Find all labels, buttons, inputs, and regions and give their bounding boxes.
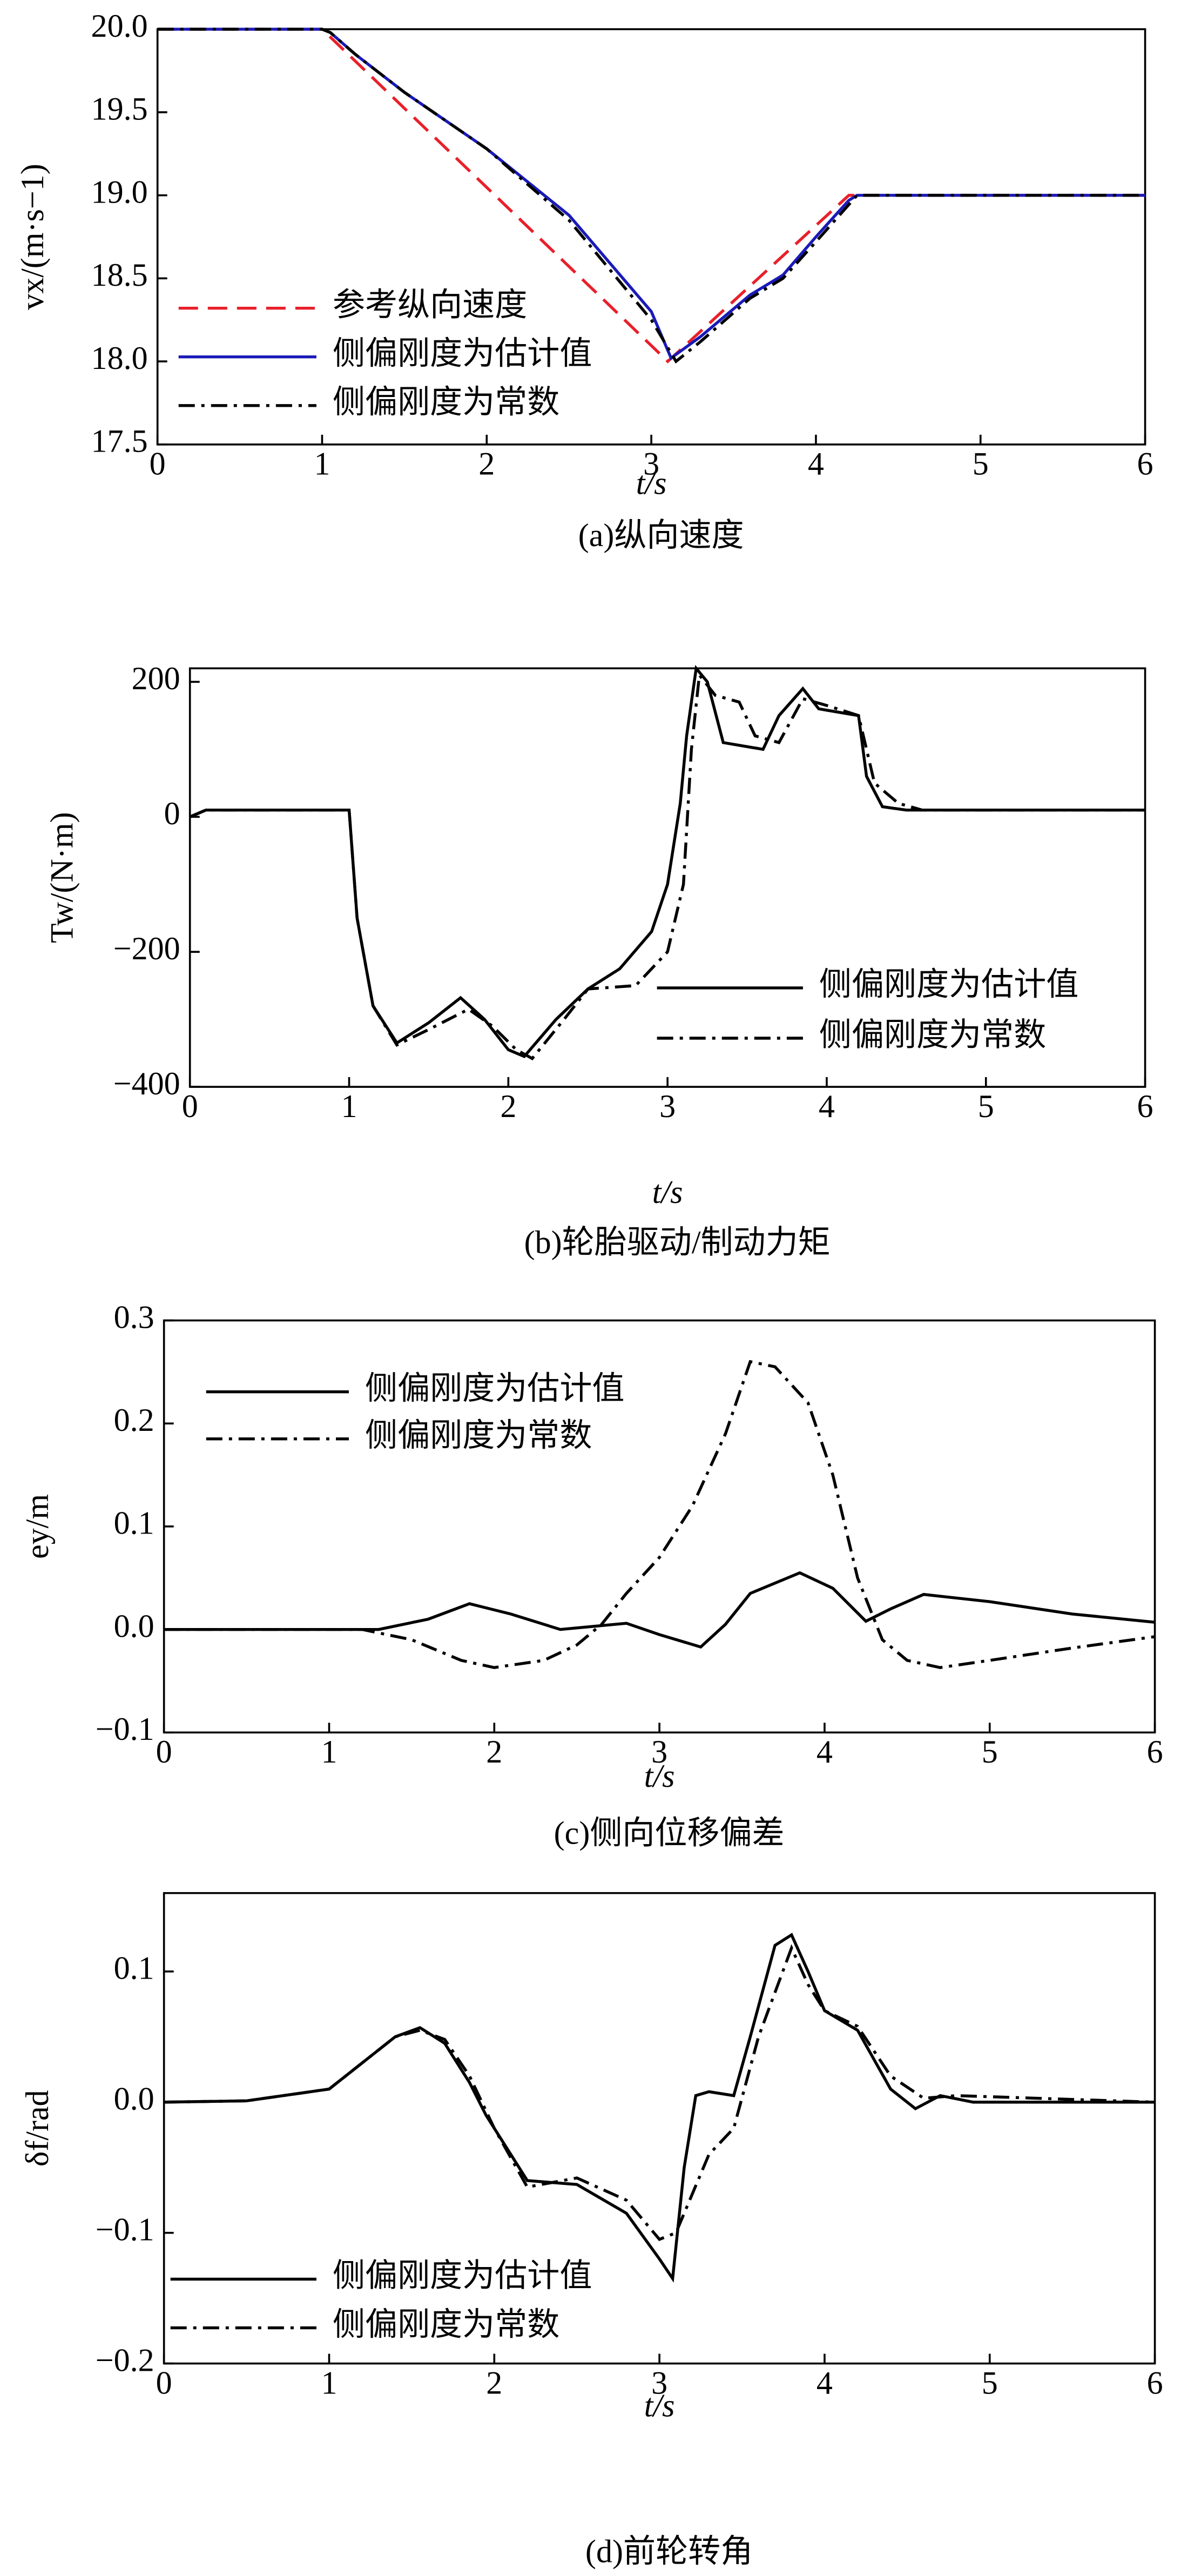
plot-frame bbox=[163, 1892, 1156, 2365]
y-tick-label: 17.5 bbox=[91, 423, 148, 459]
x-tick-label: 3 bbox=[643, 446, 659, 482]
x-tick-label: 1 bbox=[341, 1088, 357, 1124]
y-axis-label: vx/(m·s−1) bbox=[14, 164, 50, 310]
data-line bbox=[189, 671, 1145, 1061]
legend-label: 参考纵向速度 bbox=[333, 286, 527, 322]
x-tick-label: 3 bbox=[659, 1088, 676, 1124]
x-tick-label: 6 bbox=[1147, 1733, 1163, 1770]
y-tick-label: 0 bbox=[164, 795, 180, 831]
plot-frame bbox=[163, 1319, 1156, 1734]
x-tick-label: 2 bbox=[486, 2364, 502, 2400]
y-tick-label: −0.1 bbox=[96, 1711, 154, 1747]
data-line bbox=[164, 1360, 1155, 1669]
y-tick-label: 200 bbox=[132, 660, 180, 696]
x-tick-label: 0 bbox=[156, 1733, 172, 1770]
y-tick-label: 20.0 bbox=[91, 8, 148, 44]
x-tick-label: 0 bbox=[150, 446, 166, 482]
data-line bbox=[164, 1944, 1155, 2241]
x-tick-label: 1 bbox=[321, 1733, 337, 1770]
x-axis-label: t/s bbox=[652, 1174, 683, 1210]
y-tick-label: −400 bbox=[113, 1065, 180, 1101]
legend-label: 侧偏刚度为常数 bbox=[365, 1417, 592, 1454]
data-line bbox=[157, 28, 1145, 364]
x-tick-label: 5 bbox=[978, 1088, 994, 1124]
x-tick-label: 2 bbox=[500, 1088, 516, 1124]
x-tick-label: 1 bbox=[314, 446, 330, 482]
y-tick-label: −0.1 bbox=[96, 2211, 154, 2247]
legend-label: 侧偏刚度为常数 bbox=[333, 2306, 559, 2342]
y-tick-label: 19.0 bbox=[91, 173, 148, 210]
legend-label: 侧偏刚度为估计值 bbox=[333, 2257, 592, 2293]
data-line bbox=[164, 1933, 1155, 2283]
x-tick-label: 1 bbox=[321, 2364, 337, 2400]
x-tick-label: 5 bbox=[973, 446, 989, 482]
data-line bbox=[164, 1571, 1155, 1649]
caption: (c)侧向位移偏差 bbox=[554, 1814, 785, 1851]
y-axis-label: Tw/(N·m) bbox=[43, 812, 79, 943]
y-tick-label: 19.5 bbox=[91, 91, 148, 127]
y-tick-label: 18.5 bbox=[91, 257, 148, 293]
legend-label: 侧偏刚度为常数 bbox=[333, 384, 559, 420]
y-tick-label: 0.1 bbox=[114, 1505, 154, 1541]
x-tick-label: 6 bbox=[1137, 1088, 1153, 1124]
data-line bbox=[157, 28, 1145, 364]
x-tick-label: 3 bbox=[651, 1733, 667, 1770]
y-tick-label: 0.2 bbox=[114, 1402, 154, 1438]
caption: (d)前轮转角 bbox=[585, 2533, 753, 2570]
plot-frame bbox=[156, 28, 1146, 446]
y-tick-label: 18.0 bbox=[91, 340, 148, 376]
x-tick-label: 4 bbox=[819, 1088, 835, 1124]
caption: (a)纵向速度 bbox=[578, 517, 744, 553]
x-tick-label: 6 bbox=[1137, 446, 1153, 482]
y-tick-label: 0.0 bbox=[114, 1608, 154, 1644]
x-axis-label: t/s bbox=[636, 465, 667, 501]
y-tick-label: −200 bbox=[113, 930, 180, 966]
x-tick-label: 5 bbox=[982, 2364, 998, 2400]
caption: (b)轮胎驱动/制动力矩 bbox=[524, 1224, 831, 1260]
x-tick-label: 0 bbox=[156, 2364, 172, 2400]
x-axis-label: t/s bbox=[644, 2387, 675, 2423]
y-tick-label: 0.0 bbox=[114, 2081, 154, 2117]
y-tick-label: 0.1 bbox=[114, 1950, 154, 1986]
legend-label: 侧偏刚度为常数 bbox=[819, 1017, 1046, 1053]
legend-label: 侧偏刚度为估计值 bbox=[819, 966, 1078, 1003]
x-tick-label: 4 bbox=[816, 1733, 833, 1770]
x-tick-label: 2 bbox=[486, 1733, 502, 1770]
x-axis-label: t/s bbox=[644, 1758, 675, 1794]
y-axis-label: δf/rad bbox=[19, 2090, 55, 2167]
y-tick-label: 0.3 bbox=[114, 1299, 154, 1335]
x-tick-label: 4 bbox=[808, 446, 824, 482]
x-tick-label: 6 bbox=[1147, 2364, 1163, 2400]
x-tick-label: 4 bbox=[816, 2364, 833, 2400]
x-tick-label: 2 bbox=[478, 446, 495, 482]
legend-label: 侧偏刚度为估计值 bbox=[333, 335, 592, 371]
x-tick-label: 0 bbox=[182, 1088, 198, 1124]
y-tick-label: −0.2 bbox=[96, 2342, 154, 2378]
legend-label: 侧偏刚度为估计值 bbox=[365, 1370, 624, 1406]
x-tick-label: 5 bbox=[982, 1733, 998, 1770]
x-tick-label: 3 bbox=[651, 2364, 667, 2400]
y-axis-label: ey/m bbox=[19, 1494, 55, 1559]
